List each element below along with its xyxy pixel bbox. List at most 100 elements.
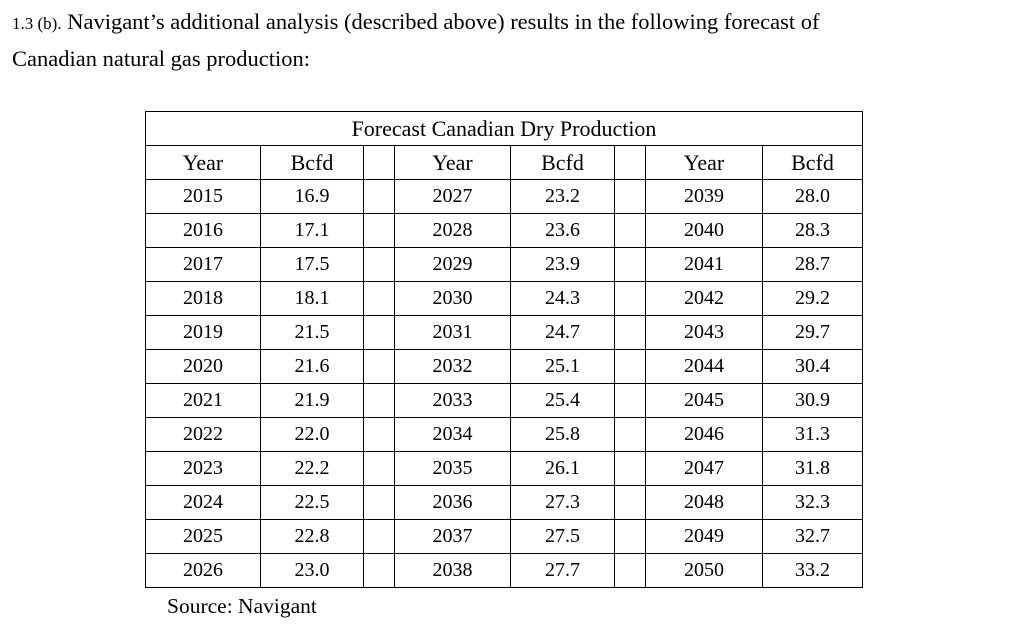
bcfd-cell: 27.3 xyxy=(510,485,615,520)
table-title: Forecast Canadian Dry Production xyxy=(145,111,863,146)
year-cell: 2026 xyxy=(145,553,261,588)
column-spacer xyxy=(614,247,646,282)
column-spacer xyxy=(363,213,395,248)
intro-text-1: Navigant’s additional analysis (describe… xyxy=(67,9,820,34)
bcfd-cell: 22.2 xyxy=(260,451,364,486)
bcfd-cell: 28.3 xyxy=(762,213,863,248)
column-spacer xyxy=(363,349,395,384)
column-spacer xyxy=(363,247,395,282)
bcfd-cell: 31.8 xyxy=(762,451,863,486)
bcfd-cell: 16.9 xyxy=(260,179,364,214)
year-cell: 2028 xyxy=(394,213,511,248)
column-spacer xyxy=(363,281,395,316)
column-spacer xyxy=(614,485,646,520)
year-cell: 2050 xyxy=(645,553,763,588)
intro-text-2: Canadian natural gas production: xyxy=(12,46,311,71)
column-spacer xyxy=(614,349,646,384)
year-cell: 2020 xyxy=(145,349,261,384)
bcfd-cell: 21.9 xyxy=(260,383,364,418)
column-spacer xyxy=(614,213,646,248)
column-spacer xyxy=(363,451,395,486)
bcfd-cell: 27.5 xyxy=(510,519,615,554)
bcfd-cell: 29.2 xyxy=(762,281,863,316)
column-spacer xyxy=(363,315,395,350)
year-cell: 2031 xyxy=(394,315,511,350)
header-bcfd-2: Bcfd xyxy=(510,145,615,180)
column-spacer xyxy=(614,519,646,554)
column-spacer xyxy=(363,179,395,214)
table-row: 2018 18.1 2030 24.3 2042 29.2 xyxy=(145,281,863,316)
bcfd-cell: 32.3 xyxy=(762,485,863,520)
table-row: 2022 22.0 2034 25.8 2046 31.3 xyxy=(145,417,863,452)
table-body: 2015 16.9 2027 23.2 2039 28.0 2016 17.1 2028 23.6… xyxy=(145,179,863,588)
bcfd-cell: 33.2 xyxy=(762,553,863,588)
column-spacer xyxy=(363,485,395,520)
column-spacer xyxy=(614,145,646,180)
year-cell: 2043 xyxy=(645,315,763,350)
year-cell: 2033 xyxy=(394,383,511,418)
year-cell: 2019 xyxy=(145,315,261,350)
header-bcfd-1: Bcfd xyxy=(260,145,364,180)
column-spacer xyxy=(363,417,395,452)
bcfd-cell: 31.3 xyxy=(762,417,863,452)
column-spacer xyxy=(614,179,646,214)
year-cell: 2036 xyxy=(394,485,511,520)
column-spacer xyxy=(363,519,395,554)
bcfd-cell: 25.1 xyxy=(510,349,615,384)
column-spacer xyxy=(363,553,395,588)
bcfd-cell: 23.9 xyxy=(510,247,615,282)
year-cell: 2048 xyxy=(645,485,763,520)
year-cell: 2024 xyxy=(145,485,261,520)
year-cell: 2042 xyxy=(645,281,763,316)
table-title-row: Forecast Canadian Dry Production xyxy=(145,111,863,146)
year-cell: 2047 xyxy=(645,451,763,486)
year-cell: 2025 xyxy=(145,519,261,554)
table-row: 2025 22.8 2037 27.5 2049 32.7 xyxy=(145,519,863,554)
bcfd-cell: 26.1 xyxy=(510,451,615,486)
bcfd-cell: 22.5 xyxy=(260,485,364,520)
table-row: 2023 22.2 2035 26.1 2047 31.8 xyxy=(145,451,863,486)
bcfd-cell: 24.3 xyxy=(510,281,615,316)
column-spacer xyxy=(614,281,646,316)
bcfd-cell: 17.5 xyxy=(260,247,364,282)
header-year-3: Year xyxy=(645,145,763,180)
year-cell: 2035 xyxy=(394,451,511,486)
bcfd-cell: 28.7 xyxy=(762,247,863,282)
table-row: 2021 21.9 2033 25.4 2045 30.9 xyxy=(145,383,863,418)
bcfd-cell: 23.6 xyxy=(510,213,615,248)
column-spacer xyxy=(363,145,395,180)
bcfd-cell: 30.9 xyxy=(762,383,863,418)
year-cell: 2021 xyxy=(145,383,261,418)
table-row: 2016 17.1 2028 23.6 2040 28.3 xyxy=(145,213,863,248)
year-cell: 2023 xyxy=(145,451,261,486)
bcfd-cell: 23.0 xyxy=(260,553,364,588)
bcfd-cell: 22.0 xyxy=(260,417,364,452)
table-header-row: Year Bcfd Year Bcfd Year Bcfd xyxy=(145,145,863,180)
question-number: 1.3 (b). xyxy=(12,14,62,33)
table-row: 2024 22.5 2036 27.3 2048 32.3 xyxy=(145,485,863,520)
table-row: 2026 23.0 2038 27.7 2050 33.2 xyxy=(145,553,863,588)
bcfd-cell: 32.7 xyxy=(762,519,863,554)
year-cell: 2017 xyxy=(145,247,261,282)
year-cell: 2034 xyxy=(394,417,511,452)
bcfd-cell: 29.7 xyxy=(762,315,863,350)
bcfd-cell: 27.7 xyxy=(510,553,615,588)
year-cell: 2037 xyxy=(394,519,511,554)
year-cell: 2038 xyxy=(394,553,511,588)
year-cell: 2040 xyxy=(645,213,763,248)
year-cell: 2032 xyxy=(394,349,511,384)
intro-line-1: 1.3 (b). Navigant’s additional analysis … xyxy=(12,4,1012,41)
intro-paragraph: 1.3 (b). Navigant’s additional analysis … xyxy=(12,4,1012,76)
table-row: 2020 21.6 2032 25.1 2044 30.4 xyxy=(145,349,863,384)
column-spacer xyxy=(614,383,646,418)
table-row: 2017 17.5 2029 23.9 2041 28.7 xyxy=(145,247,863,282)
header-year-2: Year xyxy=(394,145,511,180)
column-spacer xyxy=(614,451,646,486)
header-bcfd-3: Bcfd xyxy=(762,145,863,180)
year-cell: 2049 xyxy=(645,519,763,554)
source-note: Source: Navigant xyxy=(167,594,317,618)
bcfd-cell: 23.2 xyxy=(510,179,615,214)
year-cell: 2030 xyxy=(394,281,511,316)
column-spacer xyxy=(363,383,395,418)
year-cell: 2018 xyxy=(145,281,261,316)
